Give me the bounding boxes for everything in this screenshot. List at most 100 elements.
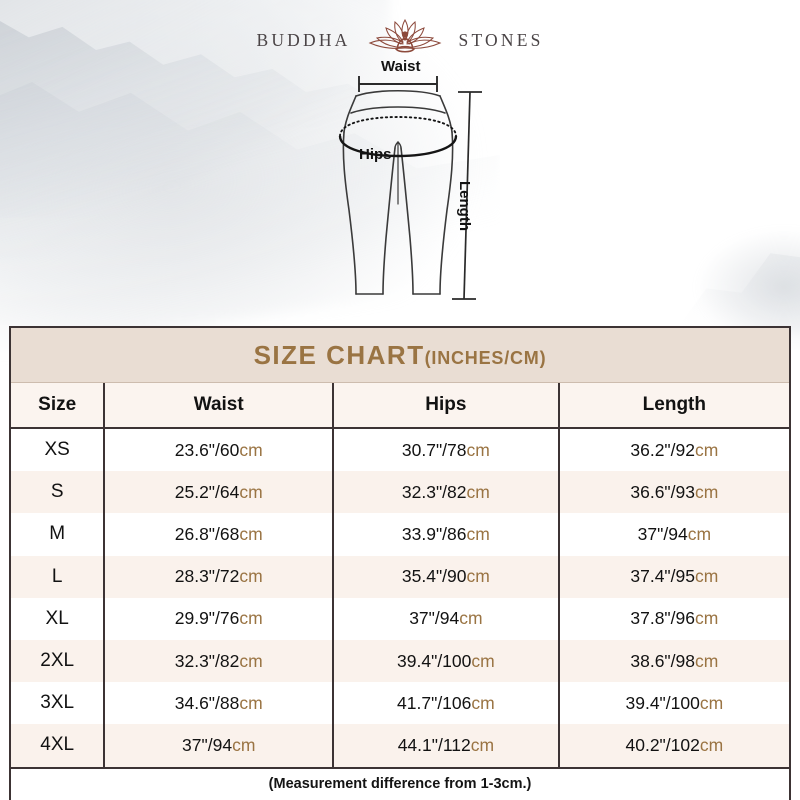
value-unit: cm xyxy=(466,566,490,587)
value-unit: cm xyxy=(694,650,719,671)
ink-wash-right-glow xyxy=(640,215,800,335)
cell-size: 4XL xyxy=(11,724,106,767)
value-inches-cm: 37"/94 xyxy=(409,608,460,629)
cell-hips: 39.4"/100cm xyxy=(333,639,560,683)
value-inches-cm: 29.9"/76 xyxy=(174,608,240,629)
column-header-waist: Waist xyxy=(104,383,335,429)
cell-hips: 37"/94cm xyxy=(333,597,560,640)
value-unit: cm xyxy=(471,692,495,713)
value-unit: cm xyxy=(687,523,712,544)
value-inches-cm: 26.8"/68 xyxy=(174,523,240,544)
size-chart-title-main: SIZE CHART xyxy=(253,340,425,370)
value-inches-cm: 28.3"/72 xyxy=(174,566,240,587)
cell-hips: 32.3"/82cm xyxy=(333,471,560,514)
value-inches-cm: 37.8"/96 xyxy=(630,608,695,629)
size-chart-table-head: Size Waist Hips Length xyxy=(11,383,789,429)
cell-size: XL xyxy=(11,597,106,640)
waist-dimension-label: Waist xyxy=(381,58,421,75)
value-unit: cm xyxy=(466,439,490,460)
cell-hips: 41.7"/106cm xyxy=(333,682,560,725)
cell-size: XS xyxy=(11,428,106,472)
length-dimension-label: Length xyxy=(456,181,473,231)
value-inches-cm: 39.4"/100 xyxy=(397,650,472,671)
table-header-row: Size Waist Hips Length xyxy=(11,383,789,429)
column-header-hips: Hips xyxy=(333,383,560,429)
value-inches-cm: 30.7"/78 xyxy=(401,439,467,460)
table-row: 4XL 37"/94cm 44.1"/112 cm 40.2"/102cm xyxy=(11,724,789,767)
value-inches-cm: 41.7"/106 xyxy=(397,692,472,713)
table-row: XL 29.9"/76cm 37"/94cm 37.8"/96cm xyxy=(11,597,789,640)
value-unit: cm xyxy=(466,523,490,544)
cell-waist: 32.3"/82cm xyxy=(104,639,335,683)
cell-waist: 26.8"/68cm xyxy=(104,513,335,556)
cell-length: 37.8"/96cm xyxy=(558,597,789,640)
cell-length: 37.4"/95cm xyxy=(558,555,789,598)
value-inches-cm: 36.2"/92 xyxy=(630,439,695,460)
value-inches-cm: 25.2"/64 xyxy=(174,481,240,502)
value-unit: cm xyxy=(239,566,263,587)
size-chart-banner: SIZE CHART(INCHES/CM) xyxy=(11,328,789,383)
value-unit: cm xyxy=(239,692,263,713)
measurement-footnote: (Measurement difference from 1-3cm.) xyxy=(11,766,789,800)
value-unit: cm xyxy=(239,439,263,460)
value-inches-cm: 32.3"/82 xyxy=(174,650,240,671)
cell-size: L xyxy=(11,555,106,598)
table-row: M 26.8"/68cm 33.9"/86cm 37"/94cm xyxy=(11,513,789,556)
cell-size: 3XL xyxy=(11,682,106,725)
value-inches-cm: 23.6"/60 xyxy=(174,439,240,460)
value-unit: cm xyxy=(239,650,263,671)
table-row: S 25.2"/64cm 32.3"/82cm 36.6"/93cm xyxy=(11,471,789,514)
table-row: 2XL 32.3"/82cm 39.4"/100cm 38.6"/98cm xyxy=(11,639,789,683)
cell-length: 39.4"/100cm xyxy=(558,682,789,725)
cell-waist: 23.6"/60cm xyxy=(104,428,335,472)
value-unit: cm xyxy=(239,481,263,502)
cell-size: S xyxy=(11,471,106,514)
value-unit: cm xyxy=(694,481,719,502)
cell-size: M xyxy=(11,513,106,556)
column-header-size: Size xyxy=(11,383,106,429)
column-header-length: Length xyxy=(558,383,789,429)
value-unit: cm xyxy=(699,692,724,713)
value-unit: cm xyxy=(239,523,263,544)
value-inches-cm: 36.6"/93 xyxy=(630,481,695,502)
size-chart-table-body: XS 23.6"/60cm 30.7"/78cm 36.2"/92cm S 25.2"/6… xyxy=(11,428,789,767)
table-row: L 28.3"/72cm 35.4"/90cm 37.4"/95cm xyxy=(11,555,789,598)
brand-word-right: STONES xyxy=(458,30,544,51)
cell-length: 40.2"/102cm xyxy=(558,724,789,767)
value-inches-cm: 37"/94 xyxy=(182,734,233,755)
size-chart-title-unit: (INCHES/CM) xyxy=(424,348,547,368)
cell-size: 2XL xyxy=(11,639,106,683)
brand-word-left: BUDDHA xyxy=(256,30,351,51)
value-inches-cm: 37.4"/95 xyxy=(630,566,695,587)
value-inches-cm: 35.4"/90 xyxy=(401,566,467,587)
cell-waist: 37"/94cm xyxy=(104,724,335,767)
cell-length: 38.6"/98cm xyxy=(558,639,789,683)
value-unit: cm xyxy=(699,734,724,755)
value-inches-cm: 33.9"/86 xyxy=(401,523,467,544)
value-inches-cm: 38.6"/98 xyxy=(630,650,695,671)
value-unit: cm xyxy=(239,608,263,629)
leggings-measurement-diagram: Waist Hips Length xyxy=(318,56,538,326)
value-inches-cm: 40.2"/102 xyxy=(625,734,700,755)
value-unit: cm xyxy=(694,608,719,629)
cell-hips: 33.9"/86cm xyxy=(333,513,560,556)
value-inches-cm: 39.4"/100 xyxy=(625,692,700,713)
value-unit: cm xyxy=(466,481,490,502)
cell-length: 36.2"/92cm xyxy=(558,428,789,472)
value-inches-cm: 37"/94 xyxy=(637,523,688,544)
value-unit: cm xyxy=(459,608,483,629)
cell-waist: 34.6"/88cm xyxy=(104,682,335,725)
lotus-meditation-icon xyxy=(361,18,449,64)
value-inches-cm: 32.3"/82 xyxy=(401,481,467,502)
cell-hips: 30.7"/78cm xyxy=(333,428,560,472)
size-chart-table: Size Waist Hips Length XS 23.6"/60cm 30.7"… xyxy=(11,383,789,767)
size-chart-title: SIZE CHART(INCHES/CM) xyxy=(254,342,547,368)
cell-waist: 25.2"/64cm xyxy=(104,471,335,514)
table-row: 3XL 34.6"/88cm 41.7"/106cm 39.4"/100cm xyxy=(11,682,789,725)
cell-length: 36.6"/93cm xyxy=(558,471,789,514)
cell-waist: 28.3"/72cm xyxy=(104,555,335,598)
value-inches-cm: 44.1"/112 xyxy=(397,734,471,755)
table-row: XS 23.6"/60cm 30.7"/78cm 36.2"/92cm xyxy=(11,428,789,472)
size-chart-card: SIZE CHART(INCHES/CM) Size Waist Hips Le… xyxy=(9,326,791,800)
